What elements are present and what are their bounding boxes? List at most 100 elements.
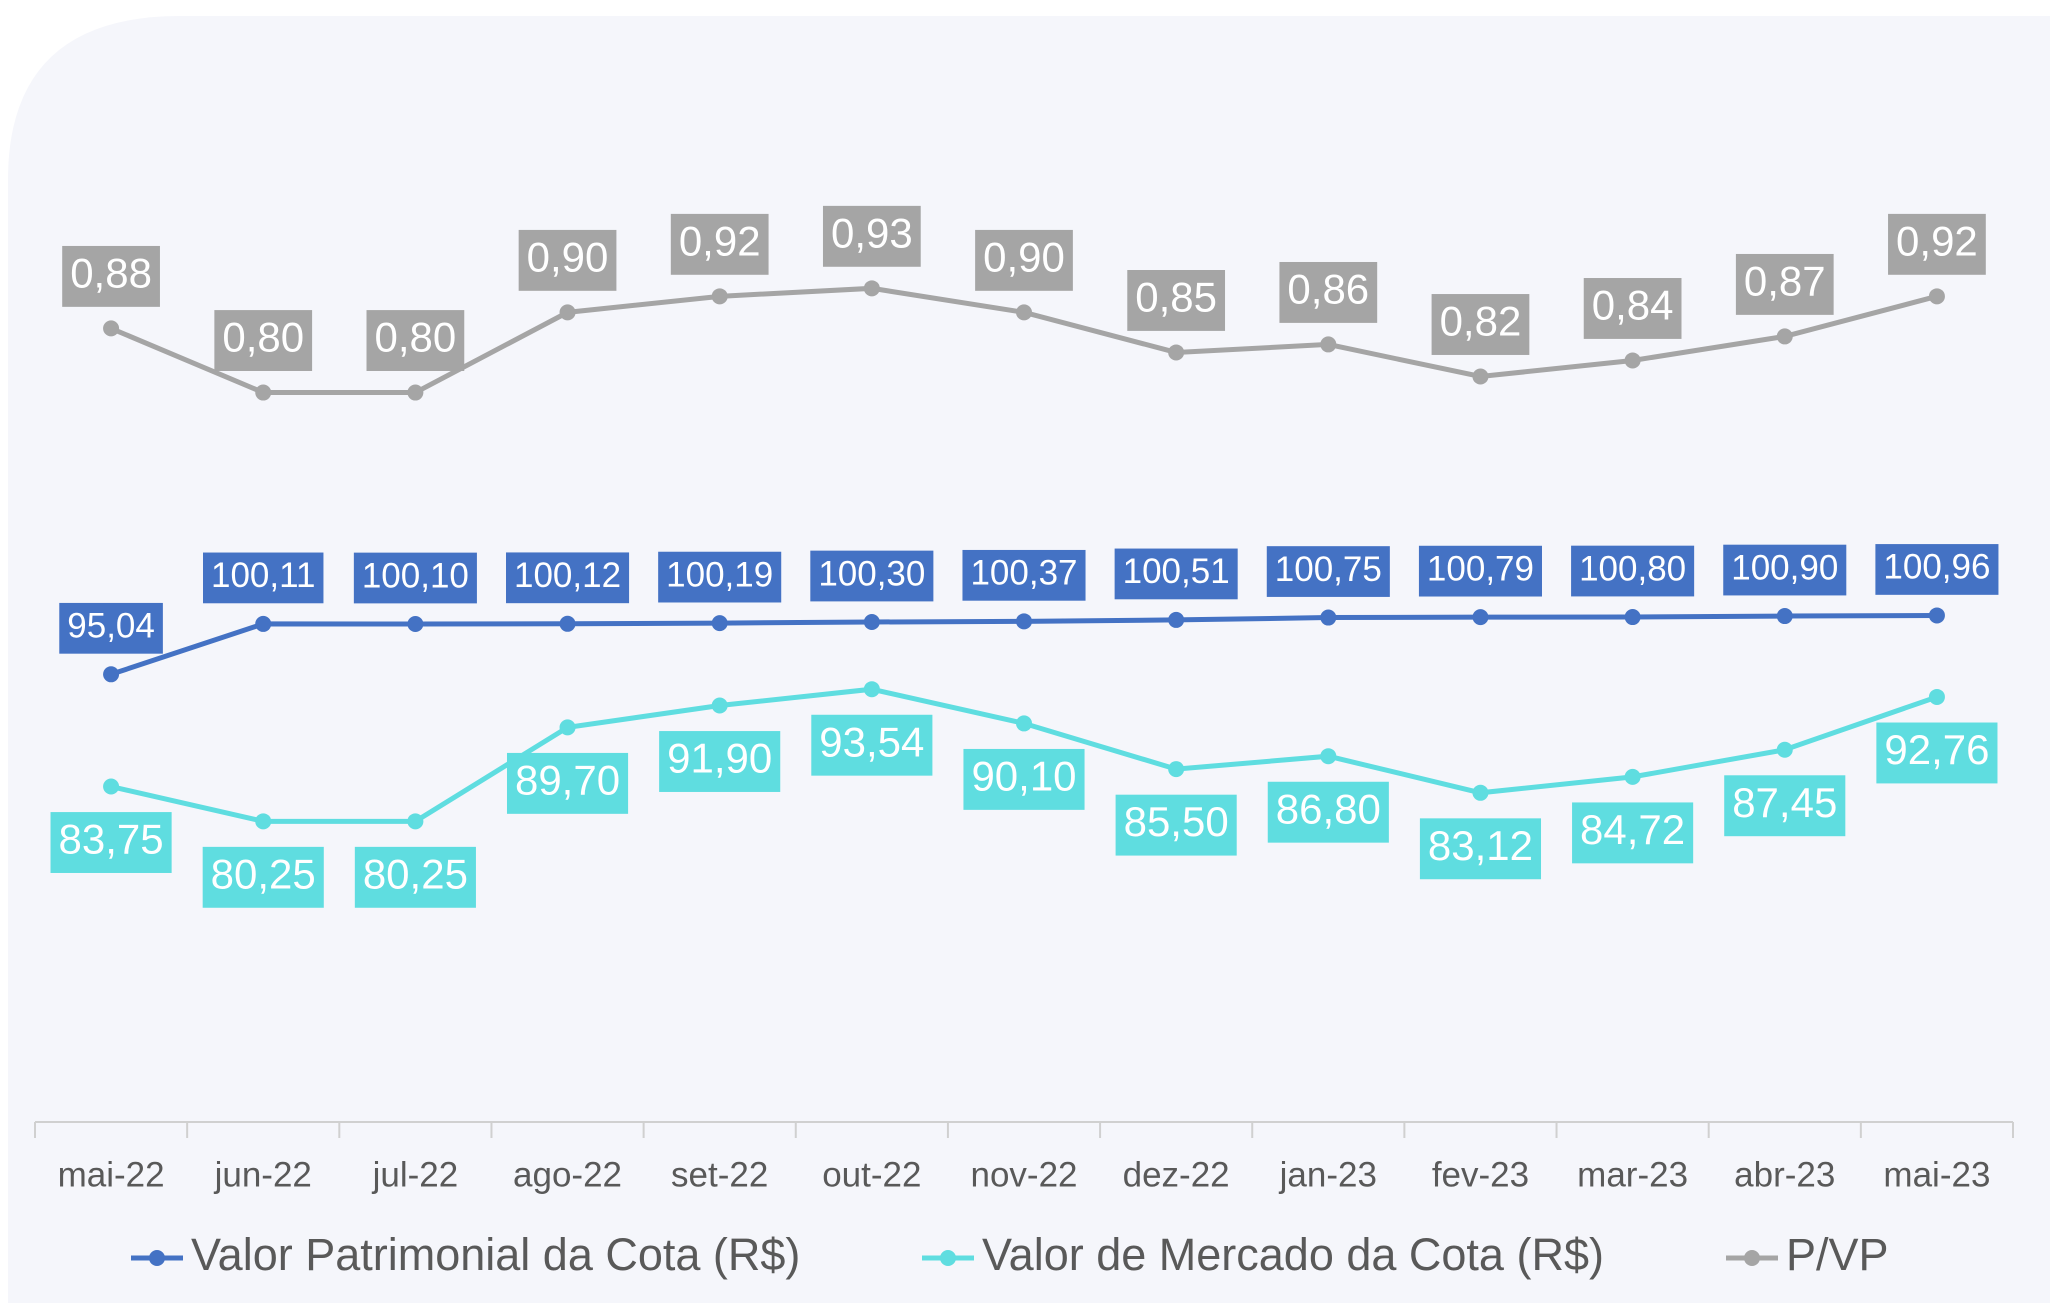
x-tick-label: dez-22	[1123, 1155, 1230, 1194]
data-point	[103, 778, 120, 795]
data-label-text: 83,75	[59, 816, 164, 863]
data-point	[1472, 784, 1489, 801]
data-label-box	[353, 552, 477, 604]
data-point	[863, 681, 880, 698]
data-label-box	[963, 748, 1085, 810]
data-label-box	[214, 310, 313, 371]
data-label-box	[1723, 544, 1847, 596]
data-label-text: 0,93	[831, 209, 913, 256]
data-label: 0,82	[1431, 294, 1530, 355]
data-label-box	[366, 310, 465, 371]
data-label-box	[1115, 794, 1237, 856]
data-point	[1776, 741, 1793, 758]
legend-label: Valor Patrimonial da Cota (R$)	[191, 1229, 800, 1280]
data-label-box	[1888, 213, 1986, 275]
data-point	[1016, 304, 1032, 321]
data-label-text: 100,10	[362, 556, 469, 595]
data-label-text: 89,70	[515, 756, 620, 803]
data-point	[1928, 607, 1945, 624]
data-label: 87,45	[1724, 775, 1846, 837]
data-point	[407, 384, 424, 401]
data-label-box	[354, 846, 476, 908]
data-label: 0,93	[822, 205, 921, 267]
data-label-text: 86,80	[1276, 785, 1381, 832]
data-label-box	[1418, 545, 1542, 597]
data-point	[711, 288, 728, 305]
data-point	[1472, 609, 1489, 626]
data-point	[1320, 748, 1337, 765]
data-label-text: 0,90	[527, 233, 609, 280]
data-label: 100,12	[506, 552, 630, 604]
legend-marker	[1744, 1250, 1760, 1266]
data-label-text: 0,86	[1287, 266, 1369, 313]
data-label-box	[203, 552, 324, 604]
x-tick-label: nov-22	[970, 1155, 1077, 1194]
data-point	[863, 614, 880, 631]
data-label-box	[1431, 294, 1530, 355]
data-label-box	[659, 731, 781, 792]
data-label-text: 0,80	[375, 314, 457, 361]
data-label-box	[59, 602, 163, 654]
data-point	[559, 304, 576, 321]
data-label: 0,85	[1127, 270, 1226, 331]
data-label: 0,80	[214, 310, 313, 371]
data-label-text: 85,50	[1124, 798, 1229, 845]
data-label: 100,96	[1875, 544, 1999, 595]
data-label: 100,11	[203, 552, 324, 604]
data-label-text: 0,80	[222, 314, 304, 361]
x-tick-label: jun-22	[214, 1155, 312, 1194]
data-label: 0,87	[1735, 253, 1834, 315]
data-point	[103, 666, 120, 683]
data-point	[255, 813, 272, 830]
data-label: 100,90	[1723, 544, 1847, 596]
data-label-box	[1572, 802, 1694, 864]
data-label-box	[1583, 278, 1682, 339]
data-label: 83,12	[1419, 818, 1542, 880]
data-label-text: 100,51	[1123, 552, 1230, 591]
data-label-box	[506, 752, 629, 814]
data-label-text: 100,79	[1427, 549, 1534, 588]
data-point	[711, 615, 728, 632]
data-label-text: 93,54	[819, 718, 924, 765]
data-label-text: 0,92	[1896, 217, 1978, 264]
data-label-box	[962, 549, 1086, 601]
data-label: 83,75	[50, 812, 172, 873]
data-label-box	[1114, 548, 1238, 600]
data-point	[1168, 761, 1185, 778]
data-label-text: 100,30	[818, 554, 925, 593]
data-label-box	[975, 229, 1073, 291]
data-label: 89,70	[506, 752, 629, 814]
data-label-box	[1876, 722, 1998, 784]
data-point	[863, 280, 880, 297]
data-label: 93,54	[811, 714, 933, 776]
x-tick-label: ago-22	[513, 1155, 622, 1194]
data-label-text: 0,88	[70, 249, 152, 296]
data-label: 92,76	[1876, 722, 1998, 784]
data-point	[1624, 768, 1641, 785]
data-point	[103, 320, 120, 337]
data-label-text: 0,87	[1744, 258, 1826, 305]
x-tick-label: mai-22	[58, 1155, 165, 1194]
data-label-box	[670, 213, 769, 275]
data-label-text: 100,19	[666, 555, 773, 594]
data-point	[559, 719, 576, 736]
data-label-box	[1419, 818, 1542, 880]
data-label: 80,25	[202, 846, 324, 908]
data-label-text: 0,84	[1592, 282, 1674, 329]
x-tick-label: out-22	[822, 1155, 921, 1194]
data-label-text: 100,37	[970, 554, 1077, 593]
data-label-text: 0,90	[983, 233, 1065, 280]
data-label-box	[506, 552, 630, 604]
data-label-text: 87,45	[1732, 779, 1837, 826]
data-label: 91,90	[659, 731, 781, 792]
data-label-text: 0,92	[679, 217, 761, 264]
data-point	[1016, 613, 1032, 630]
data-point	[1320, 336, 1337, 353]
x-tick-label: set-22	[671, 1155, 768, 1194]
data-label-box	[1266, 546, 1390, 597]
data-label: 100,75	[1266, 546, 1390, 597]
data-label-box	[1571, 545, 1695, 597]
data-label-box	[822, 205, 921, 267]
data-point	[1168, 611, 1185, 628]
